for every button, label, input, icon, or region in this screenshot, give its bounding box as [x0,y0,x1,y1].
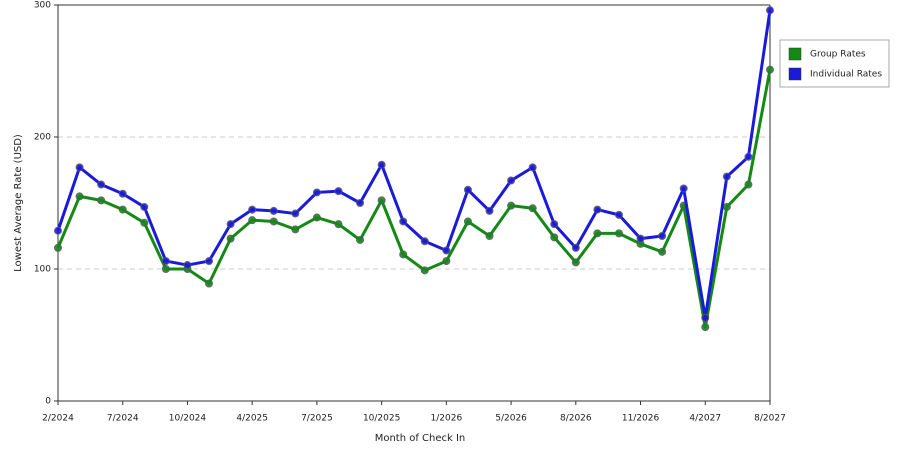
y-axis-label: Lowest Average Rate (USD) [13,134,24,272]
point [75,163,84,172]
point [140,218,149,227]
point [291,209,300,218]
point [334,220,343,229]
point [766,65,774,74]
point [722,202,731,211]
point [205,257,214,266]
point [399,250,408,259]
point [356,235,365,244]
legend-label: Individual Rates [810,70,882,80]
point [118,205,127,214]
point [463,185,472,194]
x-tick-label: 7/2025 [301,414,333,424]
y-tick-label: 0 [45,397,51,407]
point [291,225,300,234]
y-tick-label: 200 [34,133,51,143]
x-tick-label: 2/2024 [42,414,74,424]
point [97,180,106,189]
point [377,160,386,169]
point [161,265,170,273]
point [550,233,559,242]
point [312,213,321,222]
point [356,199,365,207]
point [161,257,170,266]
x-tick-label: 5/2026 [495,414,527,424]
point [140,202,149,211]
point [571,258,580,267]
point [722,172,731,181]
y-tick-label: 100 [34,265,51,275]
x-tick-label: 4/2025 [236,414,268,424]
x-axis-label: Month of Check In [375,433,466,444]
series-line [56,69,772,329]
point [205,279,214,288]
point [399,217,408,226]
series-line [56,10,772,320]
point [614,210,623,219]
point [377,196,386,205]
point [334,187,343,196]
legend-swatch [788,47,802,61]
point [226,220,235,229]
point [614,229,623,238]
point [528,204,537,213]
x-tick-label: 4/2027 [689,414,721,424]
point [507,201,516,210]
x-tick-label: 11/2026 [622,414,660,424]
point [183,261,192,270]
point [97,196,106,205]
point [54,243,62,252]
point [226,234,235,243]
x-tick-label: 8/2026 [560,414,592,424]
point [485,206,494,215]
point [442,246,451,255]
point [118,189,127,198]
point [658,247,667,256]
point [420,266,429,275]
point [528,163,537,172]
point [744,152,753,161]
legend-swatch [788,67,802,81]
point [442,257,451,266]
point [593,205,602,214]
point [701,313,710,322]
x-tick-label: 10/2025 [363,414,400,424]
point [571,243,580,252]
point [420,237,429,246]
point [550,220,559,229]
x-tick-label: 7/2024 [107,414,139,424]
x-tick-label: 8/2027 [754,414,786,424]
point [744,180,753,189]
point [248,205,257,214]
point [75,192,84,201]
point [463,217,472,226]
point [658,232,667,240]
legend-label: Group Rates [810,50,866,60]
point [766,6,774,15]
point [593,229,602,238]
x-tick-label: 1/2026 [431,414,463,424]
x-tick-label: 10/2024 [169,414,207,424]
point [636,234,645,243]
point [54,226,62,235]
point [269,206,278,215]
point [679,184,688,193]
point [248,216,257,225]
point [485,232,494,240]
point [269,217,278,226]
point [701,323,710,332]
y-tick-label: 300 [34,1,51,11]
point [507,176,516,185]
point [312,188,321,197]
